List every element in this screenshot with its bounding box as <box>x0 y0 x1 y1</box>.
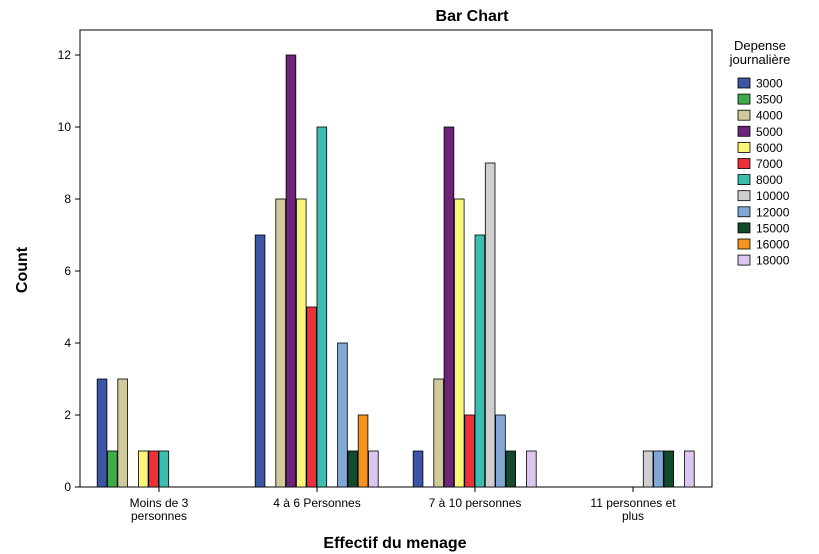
legend-label-15000: 15000 <box>756 221 790 235</box>
bar-8000-cat2 <box>474 234 486 488</box>
plot-area <box>79 29 713 488</box>
bar-6000-cat1 <box>295 198 307 488</box>
legend-swatch-3500 <box>737 93 751 105</box>
legend-swatch-18000 <box>737 254 751 266</box>
bar-15000-cat1 <box>347 450 358 488</box>
bar-4000-cat1 <box>275 198 286 488</box>
bar-6000-cat0 <box>137 450 149 488</box>
y-axis-label: Count <box>14 246 31 293</box>
legend-swatch-4000 <box>737 109 751 121</box>
legend-label-6000: 6000 <box>756 141 783 155</box>
bar-4000-cat0 <box>117 378 128 488</box>
y-tick-label: 2 <box>64 408 71 422</box>
legend-label-4000: 4000 <box>756 109 783 123</box>
y-tick-label: 12 <box>58 48 72 62</box>
legend-label-16000: 16000 <box>756 238 790 252</box>
bar-4000-cat2 <box>433 378 444 488</box>
chart-title: Bar Chart <box>436 8 510 25</box>
legend-swatch-5000 <box>737 125 751 137</box>
x-category-label: 4 à 6 Personnes <box>273 496 360 510</box>
legend-swatch-8000 <box>737 174 751 186</box>
legend-swatch-7000 <box>737 158 751 169</box>
legend-label-10000: 10000 <box>756 189 790 203</box>
y-tick-label: 6 <box>64 264 71 278</box>
x-axis: Moins de 3 personnes 4 à 6 Personnes 7 à 10… <box>130 487 676 523</box>
bar-12000-cat1 <box>337 342 348 488</box>
legend-swatch-15000 <box>737 222 751 234</box>
bar-3000-cat0 <box>96 378 108 488</box>
bar-3000-cat1 <box>254 234 266 488</box>
y-tick-label: 8 <box>64 192 71 206</box>
bar-10000-cat2 <box>484 162 496 488</box>
bar-6000-cat2 <box>453 198 465 488</box>
legend-swatch-6000 <box>737 141 751 153</box>
x-axis-label: Effectif du menage <box>323 535 466 552</box>
plot-frame <box>79 29 713 488</box>
legend-label-18000: 18000 <box>756 254 790 268</box>
legend-swatch-3000 <box>737 77 751 89</box>
bars <box>96 54 695 488</box>
legend-label-7000: 7000 <box>756 157 783 171</box>
legend-swatch-12000 <box>737 206 751 218</box>
legend-swatch-16000 <box>737 238 751 250</box>
bar-16000-cat1 <box>357 414 369 488</box>
legend-label-5000: 5000 <box>756 125 783 139</box>
bar-3000-cat2 <box>412 450 424 488</box>
bar-10000-cat3 <box>642 450 654 488</box>
x-category-label: 11 personnes et plus <box>590 496 676 523</box>
bar-15000-cat2 <box>505 450 516 488</box>
legend: Depense journalière 3000 3500 4000 5000 6000 70… <box>729 38 791 268</box>
y-tick-label: 0 <box>64 480 71 494</box>
bar-7000-cat1 <box>306 306 317 488</box>
y-tick-label: 10 <box>58 120 72 134</box>
legend-title: Depense journalière <box>729 38 791 67</box>
bar-7000-cat0 <box>148 450 159 488</box>
bar-8000-cat1 <box>316 126 328 488</box>
bar-7000-cat2 <box>464 414 475 488</box>
bar-12000-cat3 <box>653 450 664 488</box>
bar-5000-cat1 <box>285 54 297 488</box>
bar-18000-cat2 <box>526 450 537 488</box>
legend-label-8000: 8000 <box>756 173 783 187</box>
legend-swatch-10000 <box>737 190 751 202</box>
y-tick-label: 4 <box>64 336 71 350</box>
x-category-label: 7 à 10 personnes <box>429 496 522 510</box>
bar-15000-cat3 <box>663 450 675 488</box>
legend-label-12000: 12000 <box>756 205 790 219</box>
x-category-label: Moins de 3 personnes <box>130 496 189 523</box>
bar-18000-cat1 <box>368 450 379 488</box>
legend-label-3000: 3000 <box>756 77 783 91</box>
bar-3500-cat0 <box>107 450 118 488</box>
bar-8000-cat0 <box>158 450 170 488</box>
legend-label-3500: 3500 <box>756 93 783 107</box>
bar-18000-cat3 <box>684 450 695 488</box>
bar-5000-cat2 <box>443 126 455 488</box>
bar-12000-cat2 <box>495 414 506 488</box>
y-axis: 0 2 4 6 8 10 12 <box>58 48 80 494</box>
